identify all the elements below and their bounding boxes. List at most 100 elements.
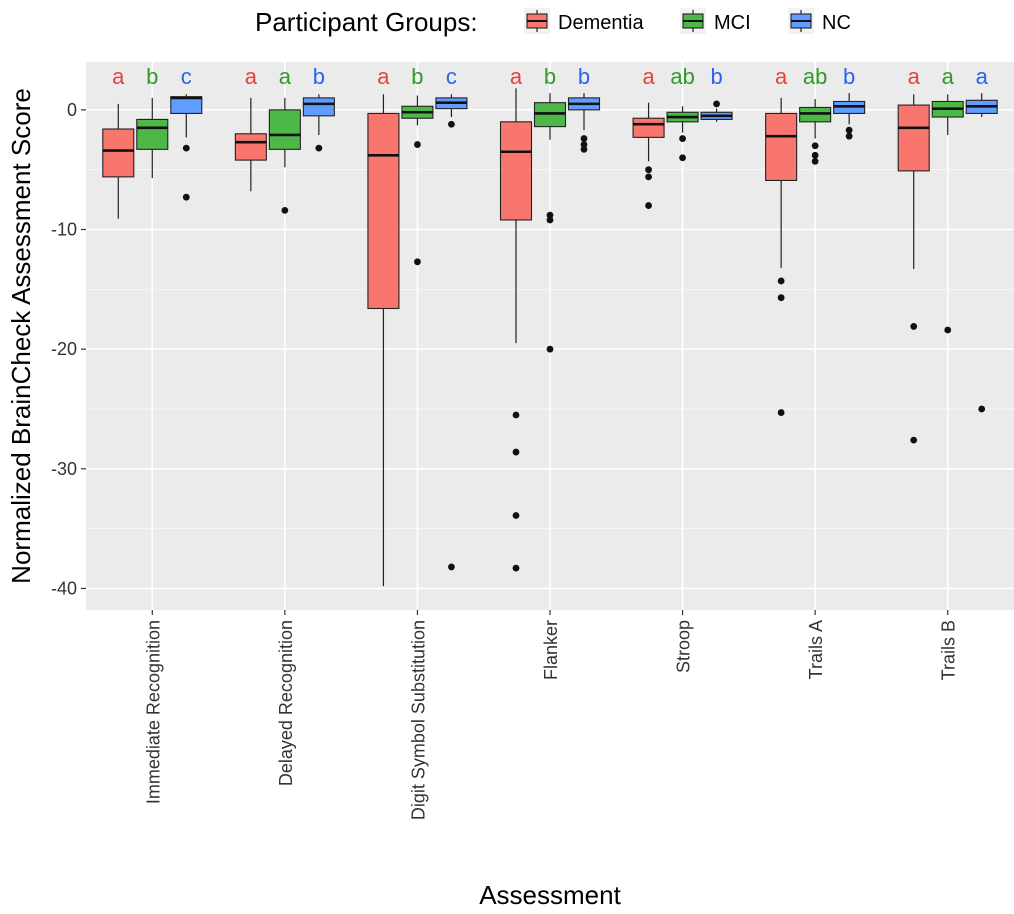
outlier-point — [777, 294, 785, 302]
outlier-point — [182, 144, 190, 152]
box-dementia-2 — [367, 94, 400, 587]
significance-labels: a b c a a b a b c a b b a ab b a ab b a a a — [112, 64, 988, 89]
significance-label: ab — [803, 64, 827, 89]
box-body — [302, 97, 335, 117]
outlier-point — [679, 135, 686, 142]
x-tick-label: Trails A — [806, 620, 826, 679]
significance-label: a — [642, 64, 655, 89]
legend-label: NC — [822, 12, 851, 34]
box-nc-4 — [700, 100, 733, 122]
box-body — [268, 109, 301, 150]
significance-label: a — [908, 64, 921, 89]
outlier-point — [777, 277, 785, 285]
outlier-point — [645, 202, 652, 209]
box-mci-0 — [136, 97, 169, 179]
box-mci-4 — [666, 106, 699, 162]
significance-label: b — [313, 64, 325, 89]
box-nc-0 — [170, 94, 203, 201]
outlier-point — [414, 141, 421, 148]
box-dementia-5 — [765, 97, 798, 416]
significance-label: a — [279, 64, 292, 89]
significance-label: c — [181, 64, 192, 89]
x-tick-label: Flanker — [541, 620, 561, 680]
outlier-point — [978, 405, 986, 413]
y-tick-label: -40 — [51, 578, 77, 598]
significance-label: a — [510, 64, 523, 89]
box-body — [499, 121, 533, 221]
outlier-point — [414, 258, 421, 266]
legend-item-mci: MCI — [680, 8, 751, 34]
outlier-point — [580, 135, 588, 142]
box-body — [234, 133, 267, 161]
y-axis-title: Normalized BrainCheck Assessment Score — [6, 88, 36, 584]
outlier-point — [777, 409, 785, 416]
significance-label: a — [377, 64, 390, 89]
box-mci-3 — [533, 93, 567, 353]
x-axis-title: Assessment — [479, 880, 621, 910]
box-dementia-6 — [897, 94, 930, 444]
box-mci-6 — [931, 94, 964, 334]
significance-label: b — [843, 64, 855, 89]
box-mci-5 — [799, 99, 832, 165]
outlier-point — [315, 144, 323, 152]
outlier-point — [944, 326, 952, 334]
outlier-point — [182, 193, 190, 201]
outlier-point — [645, 166, 652, 174]
significance-label: b — [146, 64, 158, 89]
outlier-point — [845, 126, 853, 134]
outlier-point — [811, 157, 819, 165]
y-tick-label: -10 — [51, 220, 77, 240]
outlier-point — [811, 142, 819, 150]
legend-title: Participant Groups: — [255, 7, 478, 37]
outlier-point — [811, 151, 819, 159]
y-tick-label: 0 — [67, 100, 77, 120]
outlier-point — [645, 173, 652, 181]
y-tick-label: -30 — [51, 459, 77, 479]
legend-label: MCI — [714, 12, 751, 34]
outlier-point — [679, 154, 686, 162]
significance-label: a — [976, 64, 989, 89]
x-tick-label: Trails B — [939, 620, 959, 680]
box-body — [170, 96, 203, 114]
box-nc-5 — [833, 93, 866, 140]
legend-item-dementia: Dementia — [524, 8, 644, 34]
box-body — [632, 117, 665, 138]
outlier-point — [910, 436, 918, 444]
legend-item-nc: NC — [788, 8, 851, 34]
significance-label: a — [775, 64, 788, 89]
box-dementia-0 — [102, 103, 135, 219]
axes: 0 -10 -20 -30 -40 Immediate Recognition Delaye… — [6, 88, 959, 910]
boxes-layer — [102, 88, 998, 587]
box-nc-2 — [435, 94, 468, 571]
box-body — [897, 104, 930, 172]
y-tick-label: -20 — [51, 339, 77, 359]
box-body — [367, 112, 400, 310]
outlier-point — [512, 448, 520, 456]
outlier-point — [580, 141, 588, 148]
outlier-point — [512, 411, 520, 419]
box-dementia-1 — [234, 97, 267, 192]
outlier-point — [713, 100, 720, 108]
outlier-point — [281, 206, 289, 214]
outlier-point — [546, 345, 554, 353]
outlier-point — [546, 211, 554, 219]
outlier-point — [910, 323, 918, 330]
x-tick-label: Digit Symbol Substitution — [408, 620, 428, 820]
outlier-point — [512, 564, 520, 572]
x-tick-label: Immediate Recognition — [143, 620, 163, 804]
box-nc-1 — [302, 94, 335, 152]
outlier-point — [845, 132, 853, 140]
legend: Participant Groups: Dementia MCI NC — [255, 7, 851, 37]
box-nc-6 — [965, 93, 998, 413]
significance-label: ab — [670, 64, 694, 89]
significance-label: c — [446, 64, 457, 89]
significance-label: a — [245, 64, 258, 89]
box-dementia-4 — [632, 102, 665, 209]
x-tick-label: Stroop — [674, 620, 694, 673]
box-dementia-3 — [499, 88, 533, 572]
outlier-point — [448, 120, 455, 128]
significance-label: b — [411, 64, 423, 89]
outlier-point — [546, 216, 554, 224]
